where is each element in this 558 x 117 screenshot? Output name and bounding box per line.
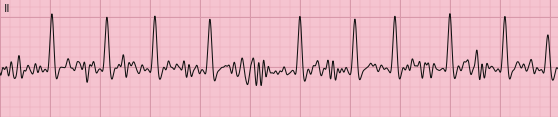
Text: II: II: [4, 4, 11, 14]
